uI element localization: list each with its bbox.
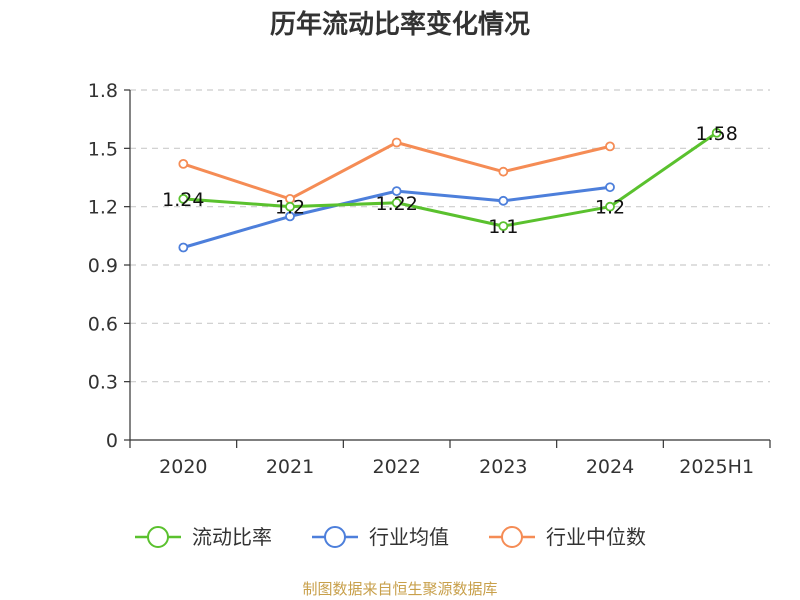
legend-label[interactable]: 行业中位数	[546, 525, 646, 549]
data-label: 1.1	[488, 216, 518, 238]
grid-lines	[130, 89, 770, 383]
y-tick-label: 1.8	[88, 80, 118, 102]
series-line	[183, 131, 718, 228]
y-tick-label: 1.2	[88, 197, 118, 219]
data-label: 1.24	[162, 189, 204, 211]
x-tick-label: 2024	[586, 456, 634, 478]
x-tick-label: 2023	[479, 456, 527, 478]
data-point[interactable]	[605, 182, 615, 193]
data-point[interactable]	[285, 211, 295, 222]
data-point[interactable]	[498, 166, 509, 177]
data-point[interactable]	[605, 141, 615, 152]
legend: 流动比率 行业均值 行业中位数	[135, 525, 646, 549]
data-label: 1.58	[696, 123, 738, 145]
legend-label[interactable]: 流动比率	[192, 525, 272, 549]
data-label: 1.22	[376, 193, 418, 215]
y-tick-label: 0.6	[88, 313, 118, 335]
y-tick-label: 1.5	[88, 138, 118, 160]
legend-swatch-marker[interactable]	[324, 526, 346, 548]
axes: 0 0.3 0.6 0.9 1.2 1.5 1.8 2020 2021 2022 2023 2024 2…	[88, 80, 771, 478]
data-label: 1.2	[595, 197, 625, 219]
data-labels: 1.24 1.2 1.22 1.1 1.2 1.58	[162, 123, 738, 238]
legend-swatch-marker[interactable]	[501, 526, 523, 548]
x-tick-label: 2025H1	[679, 456, 754, 478]
y-tick-label: 0.3	[88, 372, 118, 394]
data-point[interactable]	[285, 201, 295, 212]
data-point[interactable]	[178, 193, 189, 204]
data-point[interactable]	[178, 158, 189, 169]
data-point[interactable]	[498, 221, 509, 232]
y-tick-label: 0	[106, 430, 118, 452]
legend-swatch-marker[interactable]	[147, 526, 169, 548]
x-tick-label: 2022	[372, 456, 420, 478]
data-point[interactable]	[391, 197, 402, 208]
x-tick-label: 2021	[266, 456, 314, 478]
data-point[interactable]	[178, 242, 189, 253]
legend-label[interactable]: 行业均值	[369, 525, 449, 549]
x-tick-label: 2020	[159, 456, 207, 478]
series-lines	[178, 127, 722, 253]
data-point[interactable]	[605, 201, 615, 212]
data-point[interactable]	[711, 127, 722, 138]
chart-title: 历年流动比率变化情况	[270, 9, 530, 40]
data-point[interactable]	[391, 186, 402, 197]
y-tick-label: 0.9	[88, 255, 118, 277]
source-note: 制图数据来自恒生聚源数据库	[302, 580, 497, 598]
data-label: 1.2	[275, 197, 305, 219]
data-point[interactable]	[498, 195, 509, 206]
data-point[interactable]	[391, 137, 402, 148]
